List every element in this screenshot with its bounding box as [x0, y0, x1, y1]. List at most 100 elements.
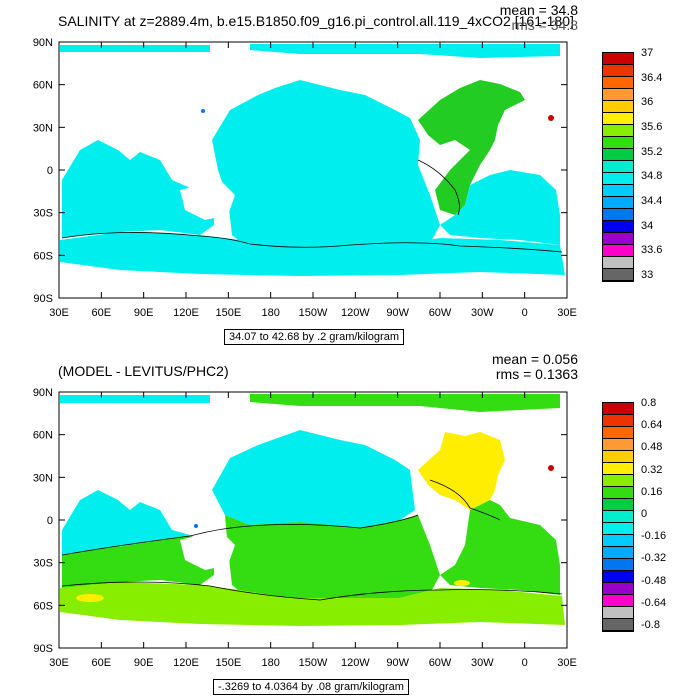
colorbar-swatch [603, 197, 633, 209]
x-tick-label: 30W [471, 657, 494, 669]
colorbar-swatch [603, 427, 633, 439]
colorbar-swatch [603, 65, 633, 77]
low-salinity-spot [194, 524, 198, 528]
colorbar-swatch [603, 463, 633, 475]
colorbar-swatch [603, 101, 633, 113]
australia [180, 180, 235, 220]
difference-panel: (MODEL - LEVITUS/PHC2) mean = 0.056 rms … [0, 350, 700, 700]
salinity-rms: rms = 34.8 [511, 17, 578, 33]
colorbar-swatch [603, 257, 633, 269]
x-tick-label: 90W [386, 307, 409, 319]
y-tick-label: 90S [33, 293, 53, 305]
colorbar-label: 34 [641, 219, 654, 232]
x-tick-label: 120W [341, 307, 370, 319]
colorbar-label: 0.64 [641, 419, 663, 432]
colorbar-swatch [603, 595, 633, 607]
difference-map: 30E 60E 90E 120E 150E 180 150W 120W 90W 60W 30W 0 30… [33, 387, 577, 669]
contour-line [429, 479, 501, 521]
x-tick-label: 60E [92, 657, 112, 669]
salinity-title: SALINITY at z=2889.4m, b.e15.B1850.f09_g… [58, 13, 574, 29]
colorbar-label: 36.4 [641, 71, 663, 84]
colorbar-swatch [603, 53, 633, 65]
colorbar-swatch [603, 403, 633, 415]
colorbar-swatch [603, 619, 633, 631]
x-tick-label: 60E [92, 307, 112, 319]
x-axis: 30E 60E 90E 120E 150E 180 150W 120W 90W 60W 30W 0 30… [49, 392, 577, 669]
colorbar-swatch [603, 233, 633, 245]
arctic-ocean-green [250, 394, 560, 412]
north-atlantic [418, 432, 505, 510]
colorbar-swatch [603, 245, 633, 257]
colorbar-swatch [603, 451, 633, 463]
x-tick-label: 60W [429, 307, 452, 319]
x-tick-label: 150W [299, 307, 328, 319]
colorbar-label: -0.48 [641, 574, 667, 587]
y-tick-label: 90N [33, 387, 53, 399]
x-tick-label: 120W [341, 657, 370, 669]
colorbar-swatch [603, 89, 633, 101]
salinity-contour-info: 34.07 to 42.68 by .2 gram/kilogram [224, 329, 404, 345]
x-tick-label: 150E [215, 307, 241, 319]
colorbar-label: 0.48 [641, 441, 663, 454]
x-tick-label: 0 [522, 657, 528, 669]
y-tick-label: 30S [33, 208, 53, 220]
colorbar-swatch [603, 161, 633, 173]
indian-ocean-north [62, 490, 190, 555]
y-tick-label: 30S [33, 558, 53, 570]
x-tick-label: 150W [299, 657, 328, 669]
colorbar-swatch [603, 535, 633, 547]
colorbar-swatch [603, 499, 633, 511]
y-tick-label: 30N [33, 472, 53, 484]
colorbar-swatch [603, 547, 633, 559]
x-tick-label: 30W [471, 307, 494, 319]
difference-title: (MODEL - LEVITUS/PHC2) [58, 363, 229, 379]
difference-colorbar [602, 402, 634, 632]
colorbar-label: 0.32 [641, 463, 663, 476]
salinity-map: 30E 60E 90E 120E 150E 180 150W 120W 90W 60W 30W 0 30… [33, 37, 577, 319]
difference-contour-info: -.3269 to 4.0364 by .08 gram/kilogram [213, 679, 409, 695]
x-tick-label: 0 [522, 307, 528, 319]
tropical-atlantic [440, 500, 560, 595]
colorbar-swatch [603, 475, 633, 487]
x-tick-label: 30E [49, 657, 69, 669]
atlantic-ocean [418, 80, 525, 215]
high-salinity-spot [548, 115, 554, 121]
colorbar-label: 0.8 [641, 397, 657, 409]
colorbar-swatch [603, 149, 633, 161]
x-tick-label: 90E [134, 657, 154, 669]
salinity-colorbar [602, 52, 634, 282]
colorbar-label: 37 [641, 47, 654, 59]
colorbar-swatch [603, 125, 633, 137]
colorbar-swatch [603, 173, 633, 185]
colorbar-swatch [603, 559, 633, 571]
y-tick-label: 30N [33, 122, 53, 134]
y-tick-label: 90N [33, 37, 53, 49]
colorbar-swatch [603, 523, 633, 535]
colorbar-swatch [603, 137, 633, 149]
colorbar-label: 33 [641, 269, 654, 281]
colorbar-swatch [603, 415, 633, 427]
colorbar-label: 0.16 [641, 485, 663, 498]
colorbar-swatch [603, 113, 633, 125]
contour-line [61, 514, 419, 556]
colorbar-label: 36 [641, 96, 654, 109]
colorbar-swatch [603, 607, 633, 619]
south-pacific [225, 515, 440, 602]
x-tick-label: 30E [557, 307, 577, 319]
x-tick-label: 180 [261, 657, 279, 669]
colorbar-swatch [603, 487, 633, 499]
y-tick-label: 60S [33, 600, 53, 612]
colorbar-label: -0.8 [641, 619, 660, 631]
south-indian [62, 535, 214, 588]
southern-ocean [60, 232, 565, 276]
x-tick-label: 30E [49, 307, 69, 319]
y-tick-label: 60S [33, 250, 53, 262]
contour-line [61, 232, 563, 253]
difference-rms: rms = 0.1363 [495, 366, 578, 382]
colorbar-label: 34.4 [641, 195, 663, 207]
high-salinity-spot [548, 465, 554, 471]
x-tick-label: 60W [429, 657, 452, 669]
colorbar-label: 33.6 [641, 244, 663, 257]
colorbar-swatch [603, 77, 633, 89]
x-axis: 30E 60E 90E 120E 150E 180 150W 120W 90W 60W 30W 0 30… [49, 42, 577, 319]
